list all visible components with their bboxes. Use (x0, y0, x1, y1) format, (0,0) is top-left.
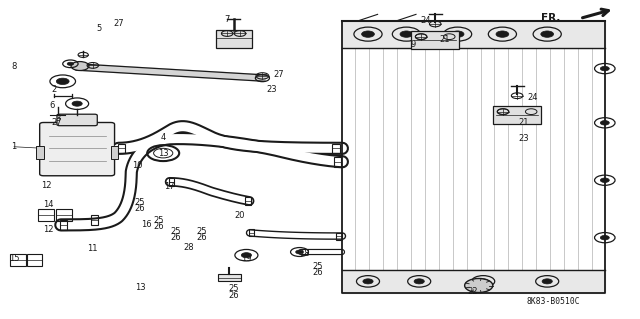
Circle shape (363, 279, 373, 284)
Text: 24: 24 (527, 93, 538, 102)
Text: 19: 19 (241, 254, 252, 263)
Text: 25: 25 (134, 198, 145, 207)
Text: 20: 20 (235, 211, 245, 220)
Bar (38, 209, 54, 221)
Circle shape (362, 31, 374, 37)
Text: 12: 12 (41, 181, 51, 189)
Text: 13: 13 (158, 149, 168, 158)
Bar (334, 157, 341, 167)
Bar (412, 31, 460, 48)
Text: 3: 3 (55, 114, 60, 122)
Bar (218, 274, 241, 281)
Text: 27: 27 (273, 70, 284, 79)
Text: 18: 18 (299, 249, 309, 258)
Text: 22: 22 (467, 287, 477, 296)
Text: 17: 17 (164, 182, 175, 191)
Text: 26: 26 (196, 233, 207, 242)
Text: 25: 25 (196, 227, 207, 236)
Text: 7: 7 (225, 15, 230, 24)
Circle shape (465, 278, 493, 293)
Circle shape (451, 31, 464, 37)
Bar (249, 229, 255, 236)
Circle shape (496, 31, 509, 37)
Circle shape (56, 78, 69, 85)
Bar (169, 178, 175, 186)
Circle shape (478, 279, 488, 284)
Text: 27: 27 (113, 19, 124, 28)
Text: 21: 21 (518, 118, 529, 127)
Text: 26: 26 (171, 233, 181, 242)
Bar (118, 144, 125, 153)
Text: 26: 26 (228, 291, 239, 300)
Bar (337, 233, 342, 240)
Bar (10, 254, 26, 266)
Text: 11: 11 (88, 244, 98, 253)
Circle shape (600, 178, 609, 182)
Text: 28: 28 (184, 243, 194, 252)
Text: 8K83-B0510C: 8K83-B0510C (526, 297, 580, 306)
Circle shape (541, 31, 554, 37)
Circle shape (600, 235, 609, 240)
Text: 6: 6 (50, 101, 55, 110)
Bar (216, 30, 252, 48)
Text: 9: 9 (410, 40, 415, 49)
Text: 21: 21 (440, 35, 450, 44)
FancyBboxPatch shape (40, 122, 115, 176)
Text: 25: 25 (228, 284, 239, 293)
Text: 23: 23 (518, 134, 529, 143)
Text: 25: 25 (154, 216, 164, 225)
Text: 25: 25 (312, 262, 323, 271)
Bar (56, 209, 72, 221)
Circle shape (542, 279, 552, 284)
Text: FR.: FR. (541, 12, 560, 23)
Text: 26: 26 (134, 204, 145, 213)
Circle shape (71, 62, 89, 70)
Bar (493, 106, 541, 123)
Circle shape (296, 250, 303, 254)
Bar (91, 215, 99, 225)
Text: 23: 23 (267, 85, 277, 94)
Bar (246, 197, 251, 205)
Text: 24: 24 (420, 16, 431, 25)
Text: 1: 1 (12, 142, 17, 151)
Bar (333, 144, 340, 153)
Circle shape (67, 62, 74, 65)
Bar (27, 254, 42, 266)
Text: 26: 26 (154, 222, 164, 231)
Text: 13: 13 (136, 283, 146, 292)
Text: 27: 27 (51, 118, 61, 127)
Circle shape (600, 66, 609, 71)
Text: 2: 2 (52, 85, 57, 94)
Text: 26: 26 (312, 268, 323, 277)
Text: 25: 25 (171, 227, 181, 236)
Text: 4: 4 (161, 133, 166, 142)
Bar (36, 146, 44, 159)
FancyBboxPatch shape (57, 114, 97, 126)
Polygon shape (76, 64, 266, 81)
Circle shape (414, 279, 424, 284)
Circle shape (400, 31, 413, 37)
Text: 10: 10 (132, 161, 143, 170)
Bar (111, 146, 118, 159)
Text: 8: 8 (12, 63, 17, 71)
Bar (60, 220, 67, 230)
Circle shape (241, 253, 252, 258)
Text: 12: 12 (43, 225, 53, 234)
Text: 5: 5 (97, 24, 102, 33)
Text: 14: 14 (43, 200, 53, 209)
Text: 15: 15 (9, 254, 19, 263)
Circle shape (600, 121, 609, 125)
Circle shape (72, 101, 83, 106)
Text: 16: 16 (141, 220, 151, 229)
